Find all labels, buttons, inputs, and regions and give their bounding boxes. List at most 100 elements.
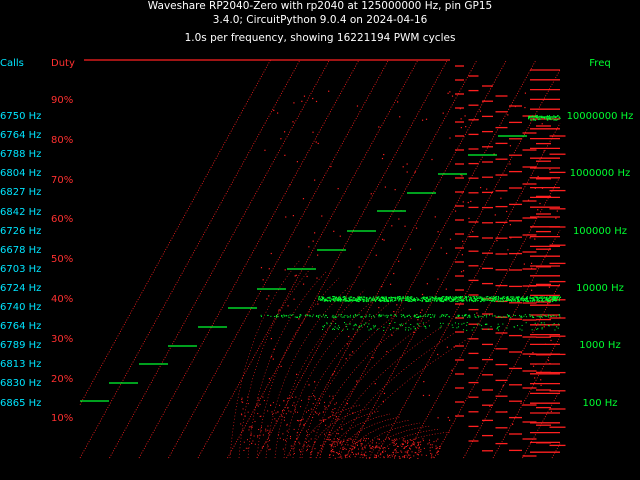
freq-point <box>274 315 276 317</box>
duty-point <box>354 442 356 444</box>
freq-point <box>367 300 369 302</box>
duty-point <box>415 451 417 453</box>
freq-point <box>444 298 446 300</box>
duty-point <box>257 436 259 438</box>
chart-subtitle-version: 3.4.0; CircuitPython 9.0.4 on 2024-04-16 <box>212 14 428 26</box>
freq-point <box>547 300 549 302</box>
duty-point <box>317 452 319 454</box>
duty-fan-curve <box>339 416 401 459</box>
freq-point <box>320 299 322 301</box>
duty-point <box>269 430 271 432</box>
duty-ramp-line <box>227 59 448 459</box>
freq-point <box>450 300 452 302</box>
freq-point <box>420 299 422 301</box>
duty-fan-curve <box>337 331 457 459</box>
duty-point <box>307 434 309 436</box>
freq-point <box>417 323 419 325</box>
freq-point <box>384 300 386 302</box>
duty-point <box>287 305 289 307</box>
duty-point <box>451 369 453 371</box>
duty-point <box>333 438 335 440</box>
freq-point <box>364 296 366 298</box>
duty-point <box>447 92 449 94</box>
duty-point <box>299 424 301 426</box>
duty-point <box>534 377 536 379</box>
duty-point <box>307 448 309 450</box>
freq-point <box>532 316 534 318</box>
freq-point <box>379 314 381 316</box>
freq-point <box>381 297 383 299</box>
freq-point <box>545 298 547 300</box>
duty-point <box>398 260 400 262</box>
duty-ramp-line <box>138 59 360 459</box>
freq-point <box>439 316 441 318</box>
duty-point <box>397 446 399 448</box>
freq-point <box>414 314 416 316</box>
freq-point <box>454 297 456 299</box>
freq-point <box>391 327 393 329</box>
freq-point <box>425 299 427 301</box>
freq-point <box>486 323 488 325</box>
duty-point <box>240 423 242 425</box>
freq-point <box>536 299 539 301</box>
duty-fan-curve <box>309 407 371 459</box>
freq-point <box>427 315 429 317</box>
freq-point <box>552 116 554 118</box>
freq-point <box>380 315 382 317</box>
duty-point <box>459 108 461 110</box>
duty-point <box>403 455 405 457</box>
calls-label: 6830 Hz <box>0 378 42 390</box>
duty-point <box>376 456 378 458</box>
duty-point <box>429 450 431 452</box>
freq-point <box>536 315 538 317</box>
freq-point <box>546 299 548 301</box>
freq-tick-label: 1000000 Hz <box>569 168 631 180</box>
freq-point <box>513 296 515 298</box>
duty-point <box>333 370 336 373</box>
freq-point <box>336 299 338 302</box>
freq-point <box>537 300 539 302</box>
duty-point <box>392 453 394 455</box>
freq-point <box>528 314 530 316</box>
freq-point <box>391 314 393 316</box>
freq-point <box>432 299 434 301</box>
duty-point <box>331 450 333 452</box>
duty-point <box>300 406 302 408</box>
freq-point <box>424 326 426 328</box>
freq-point <box>384 299 386 302</box>
freq-point <box>389 299 391 301</box>
duty-point <box>329 395 331 397</box>
duty-point <box>398 456 400 458</box>
freq-point <box>329 325 331 327</box>
duty-ramp-line <box>79 59 271 405</box>
freq-point <box>296 316 298 318</box>
freq-point <box>388 297 390 299</box>
freq-point <box>466 299 468 301</box>
duty-point <box>330 445 332 447</box>
freq-point <box>345 299 348 301</box>
freq-point <box>408 298 410 300</box>
freq-point <box>405 329 407 331</box>
freq-point <box>484 315 486 317</box>
freq-point <box>520 316 522 318</box>
duty-point <box>242 430 244 432</box>
duty-point <box>417 454 419 456</box>
freq-point <box>430 300 432 302</box>
duty-point <box>277 112 279 114</box>
freq-point <box>348 299 350 301</box>
duty-point <box>400 450 402 452</box>
freq-point <box>363 298 365 300</box>
freq-point <box>405 299 407 301</box>
duty-point <box>437 353 439 356</box>
duty-point <box>343 440 345 442</box>
freq-point <box>355 297 357 300</box>
duty-ramp-line <box>109 59 330 459</box>
freq-point <box>519 328 521 330</box>
duty-point <box>368 457 370 459</box>
freq-point <box>338 298 341 300</box>
duty-point <box>440 247 442 249</box>
freq-point <box>439 300 441 302</box>
freq-point <box>538 315 540 317</box>
freq-point <box>458 314 460 316</box>
freq-point <box>334 300 336 302</box>
